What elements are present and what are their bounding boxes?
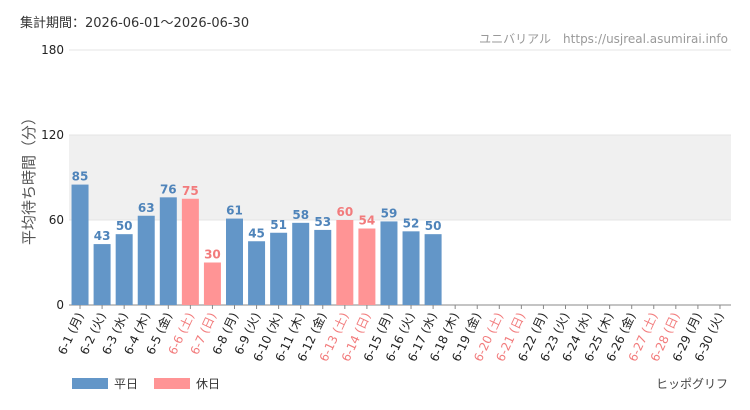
period-label: 集計期間：2026-06-01〜2026-06-30 — [20, 16, 250, 31]
bar — [93, 244, 111, 305]
bar — [115, 234, 133, 305]
y-tick-label: 60 — [49, 213, 64, 227]
bar — [402, 231, 420, 305]
bar-value-label: 52 — [403, 216, 420, 230]
bar — [71, 184, 89, 305]
bar-value-label: 50 — [116, 219, 133, 233]
shaded-band — [69, 135, 731, 220]
bar — [181, 198, 199, 305]
bar-value-label: 85 — [72, 170, 89, 184]
bar-value-label: 60 — [336, 205, 353, 219]
legend-weekday: 平日 — [72, 375, 138, 392]
bar — [380, 221, 398, 305]
bar-value-label: 51 — [270, 218, 287, 232]
bar-value-label: 30 — [204, 248, 221, 262]
y-tick-label: 180 — [41, 43, 64, 57]
footer-credit: ヒッポグリフ — [655, 377, 728, 391]
legend-weekday-swatch — [72, 378, 108, 389]
bar — [424, 234, 442, 305]
bar — [358, 228, 376, 305]
bar — [314, 229, 332, 305]
bar — [137, 215, 155, 305]
bar — [203, 262, 221, 305]
bar-value-label: 75 — [182, 184, 199, 198]
site-credit: ユニバリアル https://usjreal.asumirai.info — [479, 32, 728, 46]
bar — [270, 232, 288, 305]
bar-value-label: 63 — [138, 201, 155, 215]
y-tick-label: 0 — [56, 298, 64, 312]
y-axis-title: 平均待ち時間（分） — [20, 110, 38, 245]
bar-value-label: 54 — [359, 214, 376, 228]
bar-value-label: 45 — [248, 226, 265, 240]
bar-value-label: 61 — [226, 204, 243, 218]
legend-holiday: 休日 — [154, 375, 220, 392]
bar-value-label: 76 — [160, 182, 177, 196]
bar-value-label: 50 — [425, 219, 442, 233]
bar-value-label: 43 — [94, 229, 111, 243]
bar — [159, 197, 177, 305]
y-tick-label: 120 — [41, 128, 64, 142]
legend-weekday-label: 平日 — [114, 377, 139, 391]
bar — [248, 241, 266, 305]
legend-holiday-label: 休日 — [196, 377, 221, 391]
bar — [292, 222, 310, 305]
legend: 平日 休日 — [72, 375, 220, 392]
bar — [336, 220, 354, 305]
bar-value-label: 59 — [381, 206, 398, 220]
legend-holiday-swatch — [154, 378, 191, 389]
bar-value-label: 58 — [292, 208, 309, 222]
bar — [226, 218, 243, 305]
bar-value-label: 53 — [314, 215, 331, 229]
